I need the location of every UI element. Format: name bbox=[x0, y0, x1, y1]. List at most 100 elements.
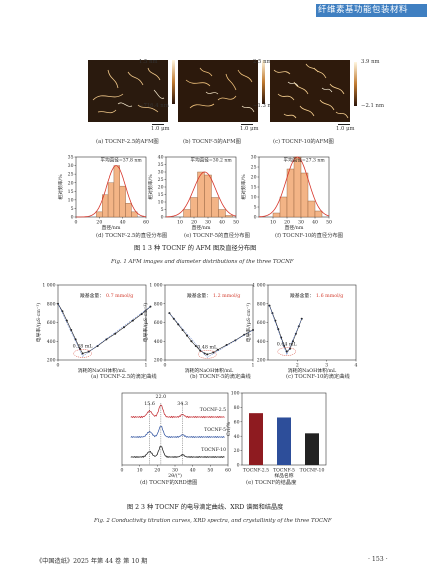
hist-bar bbox=[272, 212, 281, 218]
hist-bar bbox=[113, 165, 120, 218]
cond-ytick-label: 400 bbox=[257, 339, 266, 345]
hist-xtick-label: 10 bbox=[270, 220, 276, 226]
hist-ytick-label: 30 bbox=[68, 163, 74, 169]
xrd-line bbox=[130, 404, 225, 419]
cond-point bbox=[177, 323, 180, 326]
afm-colorbar-b bbox=[262, 60, 265, 104]
cond-ytick-label: 600 bbox=[257, 320, 266, 326]
hist-xtick-label: 30 bbox=[205, 220, 211, 226]
hist-fit-line bbox=[166, 171, 237, 218]
hist-xtick-label: 20 bbox=[96, 220, 102, 226]
hist-avg-label: 平均直径=37.8 nm bbox=[101, 157, 143, 164]
hist-caption-d: (d) TOCNF-2.5的直径分布图 bbox=[96, 233, 168, 239]
cond-caption-c: (c) TOCNF-10的滴定曲线 bbox=[286, 374, 350, 380]
hist-ytick-label: 25 bbox=[158, 177, 164, 183]
cond-point bbox=[131, 319, 134, 322]
hist-xlabel: 直径/nm bbox=[285, 224, 304, 231]
afm-scalebar-label-a: 1.0 μm bbox=[151, 126, 170, 132]
cond-ytick-label: 200 bbox=[154, 358, 163, 364]
cond-point bbox=[190, 340, 193, 343]
cond-fit-right bbox=[82, 306, 151, 357]
hist-ytick-label: 20 bbox=[158, 185, 164, 191]
hist-ytick-label: 0 bbox=[254, 215, 257, 221]
cond-point bbox=[87, 350, 90, 353]
hist-ytick-label: 5 bbox=[161, 207, 164, 213]
cond-ytick-label: 800 bbox=[154, 301, 163, 307]
hist-ytick-label: 20 bbox=[251, 175, 257, 181]
cond-content-prefix: 羧基含量： bbox=[80, 292, 104, 299]
afm-scale-bottom-c: −2.1 nm bbox=[361, 103, 384, 109]
header-band bbox=[316, 4, 427, 17]
xrd-xtick-label: 50 bbox=[207, 468, 213, 474]
hist-ytick-label: 0 bbox=[161, 215, 164, 221]
hist-bar bbox=[125, 203, 132, 218]
cond-xtick-label: 2 bbox=[296, 363, 299, 369]
header-title: 纤维素基功能包装材料 bbox=[318, 5, 409, 15]
xrd-peak-label: 15.6 bbox=[144, 401, 155, 407]
cond-xtick-label: 0 bbox=[57, 363, 60, 369]
afm-colorbar-c bbox=[354, 62, 357, 106]
hist-bar bbox=[119, 185, 126, 218]
cond-content-prefix: 羧基含量： bbox=[290, 292, 314, 299]
hist-ylabel: 相对频率/% bbox=[57, 174, 64, 200]
xrd-xlabel: 2θ/(°) bbox=[168, 472, 182, 479]
cry-xlabel: 样品名称 bbox=[274, 472, 293, 479]
hist-bar bbox=[204, 174, 212, 218]
afm-scalebar-label-b: 1.0 μm bbox=[240, 126, 259, 132]
cond-point bbox=[123, 326, 125, 329]
hist-bar bbox=[307, 200, 316, 218]
hist-bar bbox=[211, 197, 219, 218]
hist-bar bbox=[218, 209, 226, 218]
cond-point bbox=[294, 332, 297, 335]
cry-ytick-label: 0 bbox=[237, 463, 240, 469]
cry-xtick-label: TOCNF-2.5 bbox=[243, 468, 269, 474]
cond-xtick-label: 3 bbox=[325, 363, 328, 369]
cond-fit-right bbox=[286, 318, 302, 355]
hist-ytick-label: 15 bbox=[68, 189, 74, 195]
cond-point bbox=[206, 353, 209, 356]
xrd-peak-label: 22.0 bbox=[156, 394, 167, 400]
footer-page: · 153 · bbox=[368, 556, 388, 563]
cond-point bbox=[283, 344, 286, 347]
cond-ytick-label: 800 bbox=[257, 301, 266, 307]
cond-fit-left bbox=[269, 305, 288, 355]
cond-ytick-label: 1 000 bbox=[252, 283, 265, 289]
cond-content-prefix: 羧基含量： bbox=[187, 292, 211, 299]
afm-scalebar-b bbox=[241, 124, 253, 125]
xrd-caption: (d) TOCNF的XRD谱图 bbox=[140, 480, 198, 486]
hist-ytick-label: 5 bbox=[71, 206, 74, 212]
cond-xlabel: 消耗的NaOH体积/mL bbox=[288, 367, 337, 374]
cond-ylabel: 电导率/(μS·cm⁻¹) bbox=[35, 303, 42, 342]
afm-image-c bbox=[270, 60, 350, 122]
cry-xtick-label: TOCNF-10 bbox=[300, 468, 325, 474]
afm-caption-b: (b) TOCNF-5的AFM图 bbox=[183, 139, 241, 145]
cond-ylabel: 电导率/(μS·cm⁻¹) bbox=[142, 303, 149, 342]
cond-min-ellipse bbox=[197, 350, 217, 359]
cry-ytick-label: 20 bbox=[234, 448, 240, 454]
afm-image-a bbox=[88, 60, 168, 122]
cry-ytick-label: 60 bbox=[234, 419, 240, 425]
hist-bar bbox=[293, 156, 302, 218]
cond-min-ellipse bbox=[73, 349, 92, 358]
hist-xtick-label: 0 bbox=[75, 220, 78, 226]
cry-caption: (e) TOCNF的结晶度 bbox=[246, 480, 297, 486]
hist-bar bbox=[225, 215, 233, 218]
cond-point bbox=[186, 334, 188, 337]
xrd-line bbox=[130, 426, 225, 439]
cry-bar bbox=[249, 413, 263, 465]
cond-point bbox=[65, 319, 68, 322]
hist-ytick-label: 35 bbox=[158, 162, 164, 168]
xrd-series-label: TOCNF-5 bbox=[204, 427, 226, 433]
xrd-xtick-label: 30 bbox=[172, 468, 178, 474]
cond-point bbox=[96, 344, 99, 347]
footer-journal: 《中国造纸》2025 年第 44 卷 第 10 期 bbox=[36, 558, 148, 565]
cond-content-value: 1.2 mmol/g bbox=[213, 293, 240, 299]
cond-point bbox=[271, 312, 274, 315]
hist-ytick-label: 30 bbox=[251, 155, 257, 161]
hist-bar bbox=[107, 182, 115, 218]
cond-xlabel: 消耗的NaOH体积/mL bbox=[185, 367, 234, 374]
cond-point bbox=[194, 344, 197, 347]
afm-colorbar-a bbox=[172, 60, 175, 104]
cond-point bbox=[199, 349, 202, 352]
